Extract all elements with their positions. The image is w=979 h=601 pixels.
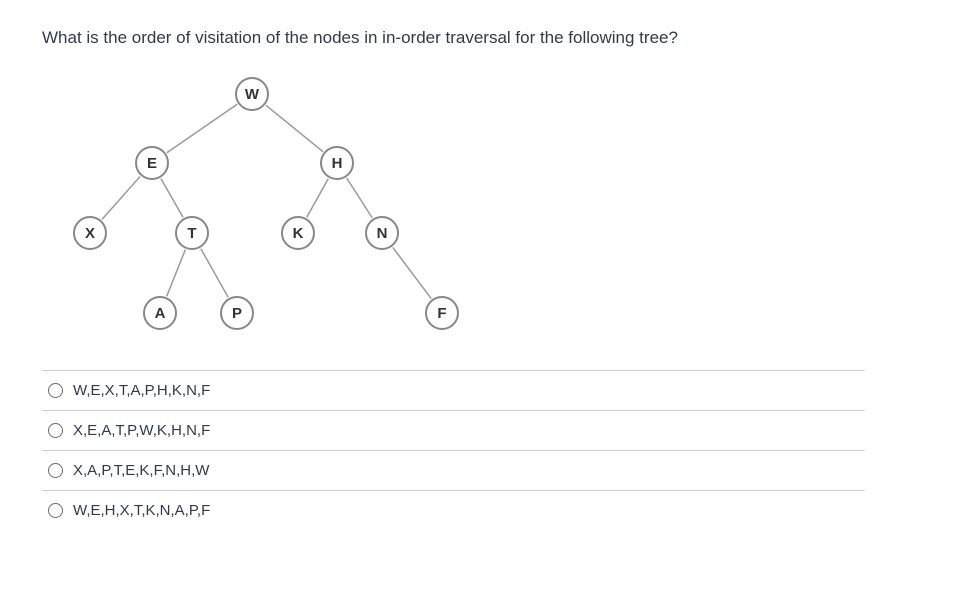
tree-edges-svg: [42, 68, 542, 348]
tree-node-n: N: [365, 216, 399, 250]
option-row[interactable]: X,A,P,T,E,K,F,N,H,W: [42, 450, 865, 490]
radio-icon[interactable]: [48, 423, 63, 438]
tree-node-t: T: [175, 216, 209, 250]
answer-options: W,E,X,T,A,P,H,K,N,F X,E,A,T,P,W,K,H,N,F X,…: [42, 370, 865, 530]
tree-edge: [102, 176, 140, 219]
tree-node-e: E: [135, 146, 169, 180]
option-row[interactable]: X,E,A,T,P,W,K,H,N,F: [42, 410, 865, 450]
tree-node-f: F: [425, 296, 459, 330]
option-label: X,A,P,T,E,K,F,N,H,W: [73, 462, 209, 479]
option-label: W,E,X,T,A,P,H,K,N,F: [73, 382, 210, 399]
question-text: What is the order of visitation of the n…: [42, 28, 937, 48]
tree-edge: [307, 179, 328, 218]
option-label: W,E,H,X,T,K,N,A,P,F: [73, 502, 210, 519]
tree-diagram: W E H X T K N A P F: [42, 68, 542, 348]
tree-edge: [167, 104, 237, 153]
tree-node-x: X: [73, 216, 107, 250]
tree-node-h: H: [320, 146, 354, 180]
tree-edge: [167, 250, 186, 297]
tree-edge: [266, 105, 323, 151]
radio-icon[interactable]: [48, 383, 63, 398]
option-row[interactable]: W,E,X,T,A,P,H,K,N,F: [42, 370, 865, 410]
tree-edge: [201, 249, 228, 298]
tree-edge: [393, 247, 431, 298]
tree-edge: [161, 179, 183, 218]
tree-edge: [347, 178, 373, 218]
tree-node-a: A: [143, 296, 177, 330]
tree-node-p: P: [220, 296, 254, 330]
tree-node-w: W: [235, 77, 269, 111]
tree-node-k: K: [281, 216, 315, 250]
radio-icon[interactable]: [48, 463, 63, 478]
option-label: X,E,A,T,P,W,K,H,N,F: [73, 422, 210, 439]
radio-icon[interactable]: [48, 503, 63, 518]
option-row[interactable]: W,E,H,X,T,K,N,A,P,F: [42, 490, 865, 530]
